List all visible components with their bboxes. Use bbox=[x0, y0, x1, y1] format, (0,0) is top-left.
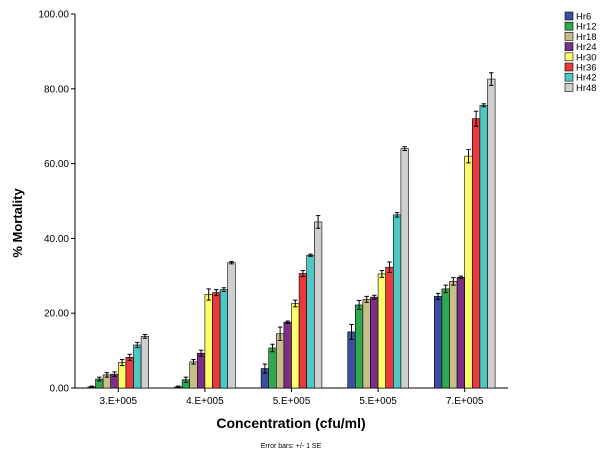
bar-hr42 bbox=[219, 289, 229, 389]
bar-hr12 bbox=[354, 304, 364, 389]
y-tick-label: 40.00 bbox=[44, 234, 69, 245]
legend-swatch-hr18 bbox=[564, 32, 574, 41]
bar-hr24 bbox=[197, 352, 206, 389]
bar-hr6 bbox=[347, 331, 356, 389]
bar-hr42 bbox=[479, 104, 488, 389]
bar-hr30 bbox=[204, 294, 213, 389]
bar-hr18 bbox=[189, 361, 198, 389]
legend-label-hr18: Hr18 bbox=[576, 32, 597, 43]
error-bar-note: Error bars: +/- 1 SE bbox=[261, 443, 322, 450]
bar-hr30 bbox=[118, 362, 127, 389]
x-tick-label: 7.E+005 bbox=[446, 396, 484, 407]
legend-label-hr6: Hr6 bbox=[576, 12, 591, 23]
y-tick-label: 80.00 bbox=[44, 84, 69, 95]
y-axis: 0.00 20.00 40.00 60.00 80.00 100.00 bbox=[38, 10, 75, 395]
legend-swatch-hr12 bbox=[564, 21, 574, 31]
bar-hr12 bbox=[441, 288, 450, 389]
legend-swatch-hr6 bbox=[564, 11, 574, 21]
bar-hr6 bbox=[433, 296, 443, 389]
legend-label-hr48: Hr48 bbox=[576, 83, 597, 94]
bar-hr48 bbox=[487, 78, 496, 389]
error-bars bbox=[89, 72, 494, 389]
bar-hr36 bbox=[125, 357, 134, 389]
bar-hr18 bbox=[362, 299, 371, 389]
x-tick-label: 3.E+005 bbox=[100, 396, 138, 407]
legend-swatch-hr24 bbox=[564, 42, 574, 51]
y-tick-label: 0.00 bbox=[50, 384, 70, 395]
bar-hr48 bbox=[140, 336, 150, 389]
bar-hr36 bbox=[471, 118, 481, 389]
bar-hr24 bbox=[283, 321, 292, 389]
bar-hr30 bbox=[377, 273, 387, 389]
bar-hr42 bbox=[306, 254, 315, 389]
bar-hr30 bbox=[291, 303, 300, 389]
y-tick-label: 20.00 bbox=[44, 309, 69, 320]
y-axis-label: % Mortality bbox=[10, 188, 25, 258]
legend-swatch-hr36 bbox=[564, 62, 574, 72]
bar-hr48 bbox=[313, 221, 323, 389]
legend-swatch-hr30 bbox=[564, 52, 574, 62]
bar-hr36 bbox=[298, 273, 308, 389]
legend-label-hr24: Hr24 bbox=[576, 42, 597, 53]
legend-label-hr12: Hr12 bbox=[576, 22, 597, 33]
x-tick-label: 5.E+005 bbox=[273, 396, 311, 407]
bar-hr36 bbox=[385, 266, 394, 389]
y-tick-label: 100.00 bbox=[38, 10, 69, 21]
x-tick-label: 4.E+005 bbox=[186, 396, 224, 407]
legend-label-hr30: Hr30 bbox=[576, 52, 597, 63]
bar-hr48 bbox=[400, 148, 409, 389]
bar-hr42 bbox=[392, 214, 402, 389]
bar-series bbox=[87, 78, 496, 389]
bar-hr24 bbox=[456, 276, 466, 389]
bar-hr48 bbox=[227, 262, 236, 389]
bar-hr36 bbox=[212, 292, 221, 389]
bar-hr24 bbox=[370, 296, 379, 389]
x-axis-label: Concentration (cfu/ml) bbox=[216, 415, 365, 431]
x-tick-label: 5.E+005 bbox=[359, 396, 397, 407]
x-axis: 3.E+005 4.E+005 5.E+005 5.E+005 7.E+005 bbox=[100, 388, 484, 407]
legend-swatch-hr42 bbox=[564, 72, 574, 82]
legend-label-hr42: Hr42 bbox=[576, 73, 597, 84]
legend-swatch-hr48 bbox=[564, 83, 574, 92]
bar-hr18 bbox=[449, 281, 458, 389]
bar-hr42 bbox=[133, 344, 142, 389]
bar-hr30 bbox=[464, 155, 473, 389]
legend-label-hr36: Hr36 bbox=[576, 63, 597, 74]
y-tick-label: 60.00 bbox=[44, 159, 69, 170]
bar-hr12 bbox=[268, 347, 277, 389]
bar-hr18 bbox=[275, 333, 285, 389]
